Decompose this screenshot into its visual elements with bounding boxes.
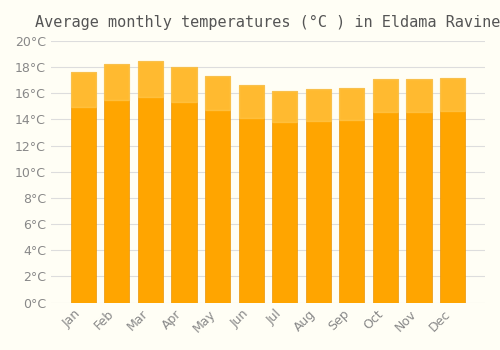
Bar: [172, 67, 196, 303]
Bar: [238, 85, 264, 303]
Bar: [373, 79, 398, 112]
Bar: [272, 91, 297, 122]
Bar: [172, 67, 196, 103]
Bar: [205, 76, 230, 303]
Bar: [104, 64, 130, 303]
Bar: [406, 79, 432, 112]
Bar: [306, 89, 331, 121]
Bar: [70, 72, 96, 107]
Bar: [138, 61, 163, 303]
Bar: [104, 64, 130, 100]
Bar: [440, 78, 466, 303]
Bar: [440, 78, 466, 111]
Title: Average monthly temperatures (°C ) in Eldama Ravine: Average monthly temperatures (°C ) in El…: [35, 15, 500, 30]
Bar: [306, 89, 331, 303]
Bar: [340, 88, 364, 303]
Bar: [373, 79, 398, 303]
Bar: [138, 61, 163, 97]
Bar: [205, 76, 230, 110]
Bar: [406, 79, 432, 303]
Bar: [272, 91, 297, 303]
Bar: [238, 85, 264, 118]
Bar: [70, 72, 96, 303]
Bar: [340, 88, 364, 120]
